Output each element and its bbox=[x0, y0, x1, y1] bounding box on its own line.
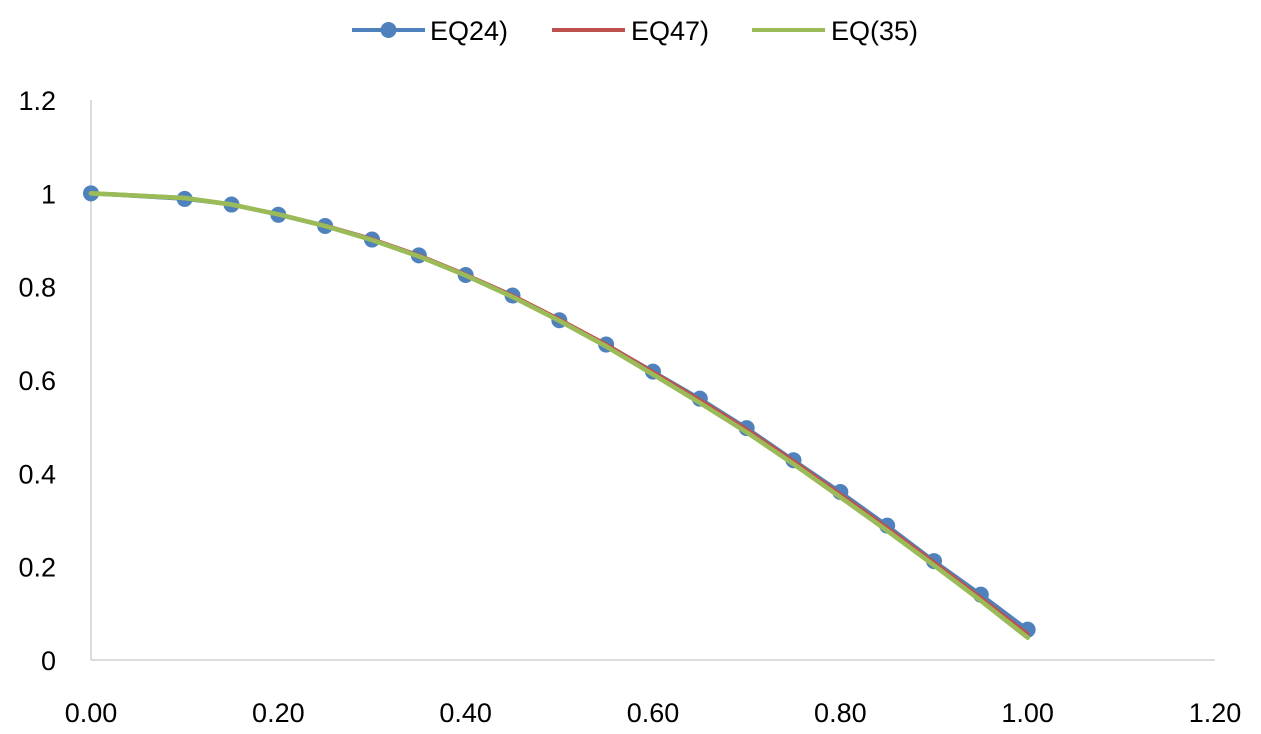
series-line-3 bbox=[88, 191, 1030, 640]
x-tick-label: 0.00 bbox=[65, 698, 118, 728]
series-line-3-overlay bbox=[88, 191, 1030, 640]
legend-label: EQ47) bbox=[631, 16, 709, 46]
x-tick-label: 0.60 bbox=[627, 698, 680, 728]
y-tick-label: 1.2 bbox=[18, 86, 56, 116]
chart-axes bbox=[90, 100, 1215, 661]
legend-label: EQ(35) bbox=[831, 16, 918, 46]
legend-item: EQ(35) bbox=[752, 16, 918, 46]
x-tick-label: 1.00 bbox=[1001, 698, 1054, 728]
y-tick-label: 1 bbox=[41, 179, 56, 209]
chart-legend: EQ24) EQ47) EQ(35) bbox=[352, 16, 918, 46]
y-tick-label: 0.4 bbox=[18, 459, 56, 489]
series-line-2 bbox=[89, 191, 1030, 637]
legend-swatch-marker bbox=[380, 22, 397, 38]
y-tick-label: 0.8 bbox=[18, 273, 56, 303]
x-tick-label: 0.40 bbox=[439, 698, 492, 728]
legend-label: EQ24) bbox=[430, 16, 508, 46]
legend-item: EQ24) bbox=[352, 16, 508, 46]
chart-plot-area bbox=[83, 185, 1036, 640]
x-tick-label: 0.20 bbox=[252, 698, 305, 728]
x-tick-label: 1.20 bbox=[1189, 698, 1242, 728]
series-line-1 bbox=[89, 191, 1030, 632]
y-tick-label: 0 bbox=[41, 646, 56, 676]
x-tick-label: 0.80 bbox=[814, 698, 867, 728]
y-tick-label: 0.6 bbox=[18, 366, 56, 396]
legend-item: EQ47) bbox=[552, 16, 709, 46]
y-tick-label: 0.2 bbox=[18, 553, 56, 583]
chart-tick-labels: 0 0.2 0.4 0.6 0.8 1 1.2 0.00 0.20 0.40 0.60 0.80 1.0… bbox=[18, 86, 1241, 728]
